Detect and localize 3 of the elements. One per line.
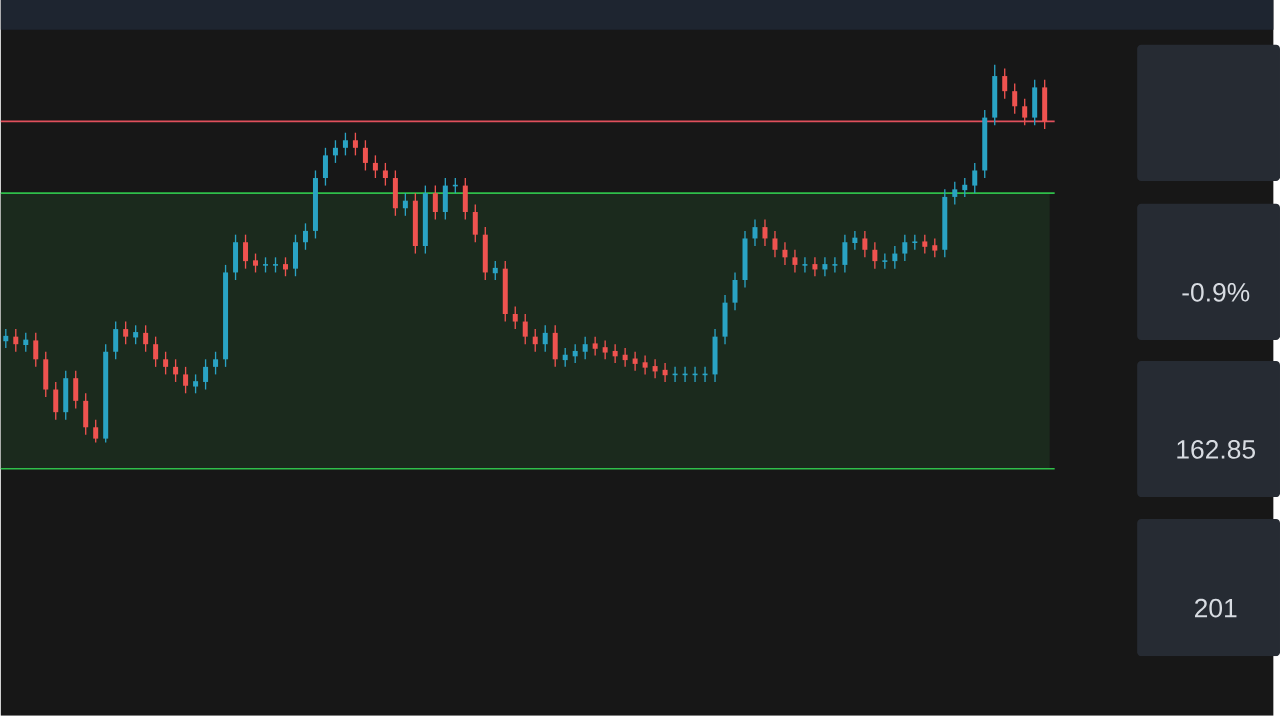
text: 162.85 [1177, 440, 1255, 459]
text: -0.9% [1182, 283, 1250, 302]
text: 201 [1195, 598, 1237, 618]
